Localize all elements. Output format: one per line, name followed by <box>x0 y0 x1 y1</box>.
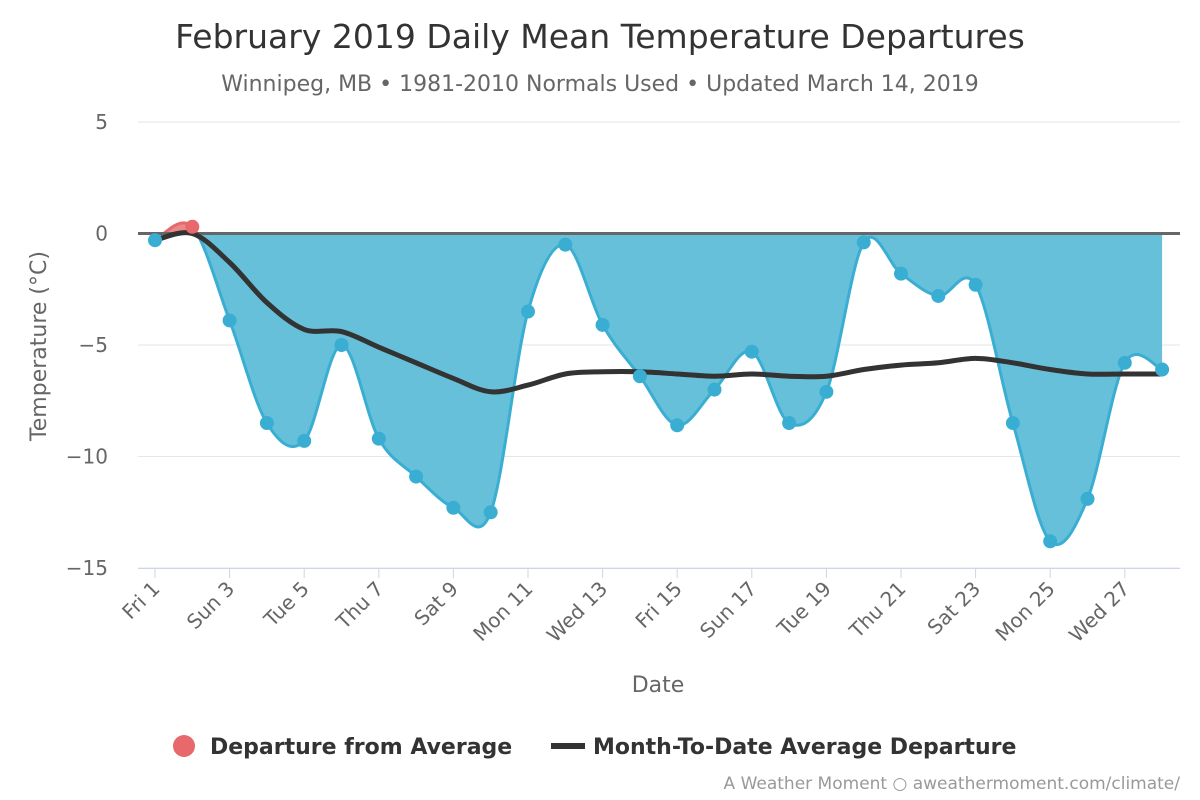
x-tick-label: Wed 27 <box>1064 577 1134 647</box>
x-tick-label: Sun 17 <box>695 577 761 643</box>
x-tick-label: Sun 3 <box>182 577 239 634</box>
data-point-fri-8[interactable] <box>409 469 424 484</box>
x-axis-ticks: Fri 1 Sun 3 Tue 5 Thu 7 Sat 9 Mon 11 Wed 13 Fri… <box>117 568 1134 647</box>
x-tick-label: Mon 25 <box>990 577 1059 646</box>
legend-departure-label: Departure from Average <box>210 735 512 760</box>
data-point-tue-19[interactable] <box>819 384 834 399</box>
x-tick-label: Wed 13 <box>542 577 612 647</box>
y-tick-label: 5 <box>95 110 108 134</box>
y-tick-label: −15 <box>66 556 108 580</box>
data-point-wed-13[interactable] <box>595 317 610 332</box>
data-point-thu-21[interactable] <box>894 266 908 281</box>
data-point-sun-17[interactable] <box>744 344 759 359</box>
data-point-mon-18[interactable] <box>782 416 797 431</box>
data-point-tue-12[interactable] <box>558 237 573 252</box>
data-point-fri-1[interactable] <box>148 233 162 248</box>
data-point-sat-2[interactable] <box>185 219 200 234</box>
y-axis-ticks: 5 0 −5 −10 −15 <box>66 110 108 580</box>
data-point-sun-10[interactable] <box>483 505 498 520</box>
data-point-mon-25[interactable] <box>1043 534 1058 549</box>
x-tick-label: Tue 5 <box>258 577 313 632</box>
x-axis-title: Date <box>632 673 685 698</box>
x-tick-label: Fri 15 <box>630 577 686 633</box>
legend-mtd-label: Month-To-Date Average Departure <box>593 735 1016 760</box>
data-point-sun-24[interactable] <box>1005 416 1020 431</box>
chart-title: February 2019 Daily Mean Temperature Dep… <box>175 17 1025 56</box>
data-point-fri-22[interactable] <box>931 288 946 303</box>
mtd-series-line <box>152 230 1165 395</box>
legend-mtd-marker <box>551 743 585 749</box>
data-point-thu-28[interactable] <box>1155 362 1170 377</box>
departure-points <box>148 219 1170 549</box>
data-point-mon-4[interactable] <box>259 416 274 431</box>
legend-item-departure[interactable]: Departure from Average <box>173 735 512 760</box>
x-tick-label: Thu 21 <box>844 577 911 644</box>
chart-subtitle: Winnipeg, MB • 1981-2010 Normals Used • … <box>221 72 979 97</box>
y-tick-label: −5 <box>79 333 108 357</box>
legend-item-mtd[interactable]: Month-To-Date Average Departure <box>551 735 1016 760</box>
x-tick-label: Fri 1 <box>117 577 164 624</box>
x-tick-label: Sat 23 <box>922 577 985 640</box>
data-point-sat-23[interactable] <box>968 277 983 292</box>
y-tick-label: −10 <box>66 445 108 469</box>
area-fill-below <box>155 233 1163 545</box>
x-tick-label: Sat 9 <box>409 577 463 631</box>
data-point-sat-16[interactable] <box>707 382 722 397</box>
x-tick-label: Tue 19 <box>772 577 836 641</box>
y-tick-label: 0 <box>95 222 108 246</box>
data-point-thu-7[interactable] <box>371 431 386 446</box>
x-tick-label: Thu 7 <box>331 577 389 635</box>
data-point-sun-3[interactable] <box>222 313 237 328</box>
data-point-wed-27[interactable] <box>1117 355 1132 370</box>
mtd-average-line <box>152 230 1165 395</box>
data-point-sat-9[interactable] <box>446 500 461 515</box>
data-point-tue-5[interactable] <box>297 433 312 448</box>
legend: Departure from Average Month-To-Date Ave… <box>173 735 1016 760</box>
data-point-tue-26[interactable] <box>1080 491 1095 506</box>
legend-departure-marker <box>173 735 195 757</box>
departure-line-below <box>154 233 1163 546</box>
y-axis-title: Temperature (°C) <box>27 251 52 442</box>
departure-area <box>154 221 1163 546</box>
data-point-wed-20[interactable] <box>856 235 871 250</box>
data-point-wed-6[interactable] <box>334 338 349 352</box>
credits-link[interactable]: A Weather Moment ○ aweathermoment.com/cl… <box>724 774 1181 794</box>
data-point-thu-14[interactable] <box>632 369 647 384</box>
data-point-mon-11[interactable] <box>521 304 535 319</box>
x-tick-label: Mon 11 <box>468 577 537 646</box>
data-point-fri-15[interactable] <box>670 418 685 433</box>
